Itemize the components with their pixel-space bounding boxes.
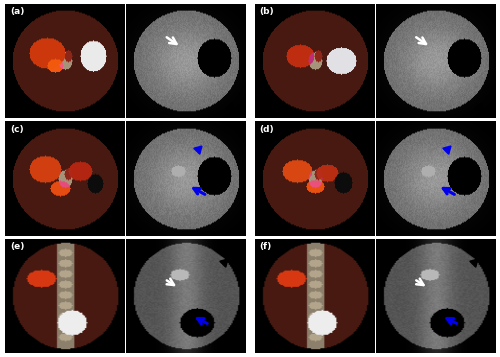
Text: (d): (d) bbox=[260, 125, 274, 134]
Text: (b): (b) bbox=[260, 7, 274, 16]
Text: (c): (c) bbox=[10, 125, 24, 134]
Text: (a): (a) bbox=[10, 7, 24, 16]
Text: (f): (f) bbox=[260, 242, 272, 251]
Text: (e): (e) bbox=[10, 242, 24, 251]
